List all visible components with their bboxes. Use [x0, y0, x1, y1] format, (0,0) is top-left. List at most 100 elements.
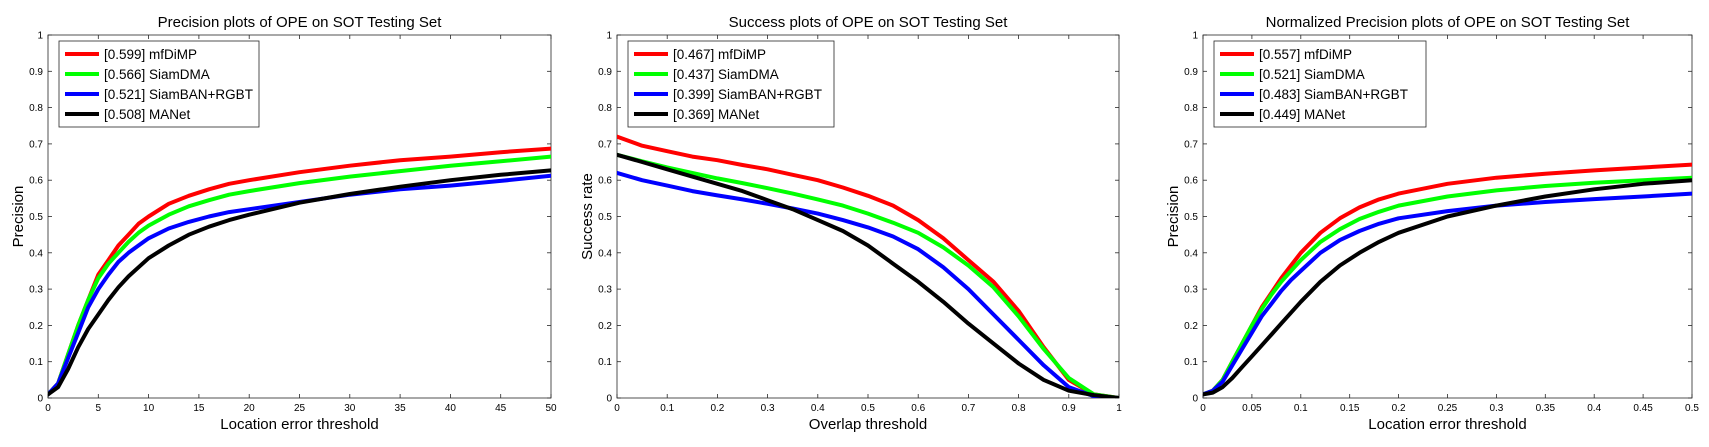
y-tick-label: 0: [606, 394, 612, 405]
chart-panel-1: Precision plots of OPE on SOT Testing Se…: [10, 14, 557, 433]
y-tick-label: 0.1: [1184, 357, 1198, 368]
y-tick-label: 0: [1192, 394, 1198, 405]
x-tick-label: 50: [545, 403, 557, 414]
legend-label: [0.508] MANet: [104, 107, 191, 122]
y-tick-label: 0.1: [598, 357, 612, 368]
y-tick-label: 0.6: [598, 176, 612, 187]
legend-label: [0.557] mfDiMP: [1259, 47, 1352, 62]
legend: [0.557] mfDiMP [0.521] SiamDMA [0.483] Sia…: [1213, 40, 1427, 128]
x-axis-label: Overlap threshold: [809, 416, 927, 433]
legend-label: [0.521] SiamBAN+RGBT: [104, 87, 253, 102]
series-line-2: [1203, 175, 1692, 397]
x-tick-label: 1: [1116, 403, 1122, 414]
x-tick-label: 25: [294, 403, 306, 414]
y-tick-label: 0.6: [29, 176, 43, 187]
y-tick-label: 0.7: [1184, 139, 1198, 150]
y-tick-label: 0.9: [1184, 67, 1198, 78]
x-axis-label: Location error threshold: [1368, 416, 1526, 433]
x-tick-label: 0.05: [1242, 403, 1262, 414]
legend-label: [0.599] mfDiMP: [104, 47, 197, 62]
x-tick-label: 40: [445, 403, 457, 414]
chart-title: Normalized Precision plots of OPE on SOT…: [1266, 14, 1631, 31]
x-axis-label: Location error threshold: [220, 416, 378, 433]
x-tick-label: 15: [193, 403, 205, 414]
series-line-4: [48, 168, 551, 397]
y-tick-label: 0.5: [1184, 212, 1198, 223]
x-tick-label: 0.5: [861, 403, 875, 414]
legend-label: [0.437] SiamDMA: [673, 67, 779, 82]
y-tick-label: 0.2: [598, 321, 612, 332]
y-tick-label: 0.6: [1184, 176, 1198, 187]
x-tick-label: 0.2: [710, 403, 724, 414]
x-tick-label: 0.45: [1633, 403, 1653, 414]
y-tick-label: 1: [37, 31, 43, 42]
x-tick-label: 0.3: [761, 403, 775, 414]
x-tick-label: 0.35: [1536, 403, 1556, 414]
chart-panel-2: Success plots of OPE on SOT Testing Set 0…: [579, 14, 1122, 433]
y-tick-label: 0: [37, 394, 43, 405]
y-tick-label: 0.8: [29, 103, 43, 114]
x-tick-label: 0.4: [811, 403, 825, 414]
y-tick-label: 0.5: [598, 212, 612, 223]
x-tick-label: 0.9: [1062, 403, 1076, 414]
x-tick-label: 0: [1200, 403, 1206, 414]
x-tick-label: 0.15: [1340, 403, 1360, 414]
legend-label: [0.369] MANet: [673, 107, 760, 122]
x-tick-label: 0.7: [961, 403, 975, 414]
legend-label: [0.566] SiamDMA: [104, 67, 210, 82]
x-tick-label: 0.8: [1012, 403, 1026, 414]
x-tick-label: 0.5: [1685, 403, 1699, 414]
x-tick-label: 0.6: [911, 403, 925, 414]
x-tick-label: 5: [96, 403, 102, 414]
x-tick-label: 0.1: [660, 403, 674, 414]
y-tick-label: 0.7: [598, 139, 612, 150]
legend: [0.467] mfDiMP [0.437] SiamDMA [0.399] Sia…: [627, 40, 835, 128]
x-tick-label: 0: [45, 403, 51, 414]
y-tick-label: 0.4: [29, 248, 43, 259]
chart-panel-3: Normalized Precision plots of OPE on SOT…: [1165, 14, 1699, 433]
legend-label: [0.483] SiamBAN+RGBT: [1259, 87, 1408, 102]
y-axis-label: Precision: [1165, 186, 1182, 248]
x-tick-label: 0.1: [1294, 403, 1308, 414]
legend-label: [0.449] MANet: [1259, 107, 1346, 122]
series-line-4: [617, 152, 1119, 398]
y-tick-label: 0.2: [29, 321, 43, 332]
series-line-3: [1203, 191, 1692, 397]
x-tick-label: 0: [614, 403, 620, 414]
x-tick-label: 0.3: [1489, 403, 1503, 414]
chart-title: Success plots of OPE on SOT Testing Set: [729, 14, 1009, 31]
x-tick-label: 35: [395, 403, 407, 414]
series-line-3: [617, 170, 1119, 398]
legend-label: [0.399] SiamBAN+RGBT: [673, 87, 822, 102]
y-tick-label: 0.5: [29, 212, 43, 223]
y-tick-label: 0.8: [1184, 103, 1198, 114]
x-tick-label: 0.2: [1392, 403, 1406, 414]
x-tick-label: 0.25: [1438, 403, 1458, 414]
x-tick-label: 0.4: [1587, 403, 1601, 414]
series-group: [1203, 162, 1692, 397]
y-tick-label: 0.8: [598, 103, 612, 114]
series-group: [617, 134, 1119, 398]
y-tick-label: 0.4: [1184, 248, 1198, 259]
legend: [0.599] mfDiMP [0.566] SiamDMA [0.521] Sia…: [58, 40, 260, 128]
y-tick-label: 1: [1192, 31, 1198, 42]
x-tick-label: 10: [143, 403, 155, 414]
y-tick-label: 0.4: [598, 248, 612, 259]
y-tick-label: 0.1: [29, 357, 43, 368]
y-tick-label: 0.3: [1184, 285, 1198, 296]
y-tick-label: 1: [606, 31, 612, 42]
y-axis-label: Precision: [10, 186, 27, 248]
legend-label: [0.521] SiamDMA: [1259, 67, 1365, 82]
x-tick-label: 45: [495, 403, 507, 414]
y-tick-label: 0.9: [29, 67, 43, 78]
series-line-2: [48, 154, 551, 397]
chart-title: Precision plots of OPE on SOT Testing Se…: [158, 14, 443, 31]
y-tick-label: 0.7: [29, 139, 43, 150]
legend-label: [0.467] mfDiMP: [673, 47, 766, 62]
y-tick-label: 0.3: [598, 285, 612, 296]
series-group: [48, 146, 551, 397]
y-tick-label: 0.3: [29, 285, 43, 296]
x-tick-label: 30: [344, 403, 356, 414]
y-tick-label: 0.9: [598, 67, 612, 78]
